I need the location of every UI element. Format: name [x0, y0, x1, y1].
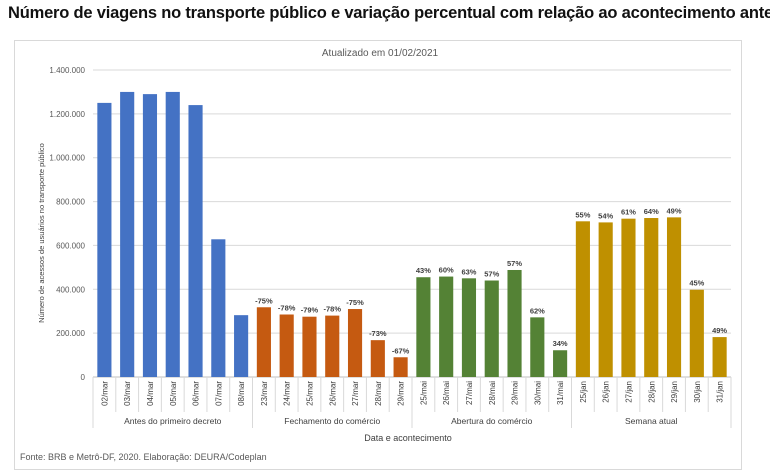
- x-tick-label: 04/mar: [146, 381, 155, 406]
- x-tick-label: 05/mar: [169, 381, 178, 406]
- data-label: 49%: [667, 206, 682, 215]
- bar: [211, 239, 226, 377]
- bar: [279, 314, 294, 377]
- data-label: -73%: [369, 329, 387, 338]
- data-label: 62%: [530, 306, 545, 315]
- bar: [575, 221, 590, 377]
- bar: [689, 289, 704, 377]
- bar: [165, 91, 180, 377]
- y-tick-label: 1.200.000: [49, 110, 85, 119]
- x-tick-label: 07/mar: [214, 381, 223, 406]
- bar: [507, 269, 522, 377]
- data-label: 54%: [598, 211, 613, 220]
- page-title: Número de viagens no transporte público …: [8, 4, 770, 22]
- bar: [666, 217, 682, 377]
- chart-subtitle: Atualizado em 01/02/2021: [322, 48, 439, 59]
- bar: [416, 277, 431, 377]
- bar: [120, 91, 135, 377]
- bar: [256, 307, 271, 377]
- group-label: Fechamento do comércio: [284, 416, 380, 426]
- bar: [621, 218, 636, 377]
- bar: [644, 218, 659, 377]
- x-tick-label: 03/mar: [123, 381, 132, 406]
- data-label: 55%: [575, 210, 590, 219]
- x-tick-label: 31/jan: [716, 381, 725, 403]
- data-label: -79%: [301, 306, 319, 315]
- bar: [234, 315, 249, 377]
- x-tick-label: 02/mar: [100, 381, 109, 406]
- x-tick-label: 31/mai: [556, 381, 565, 405]
- x-tick-label: 27/mar: [351, 381, 360, 406]
- data-label: 60%: [439, 266, 454, 275]
- bar: [302, 316, 317, 377]
- y-tick-label: 600.000: [56, 241, 85, 250]
- x-tick-label: 30/mai: [533, 381, 542, 405]
- data-label: 63%: [461, 267, 476, 276]
- bar: [461, 278, 477, 377]
- data-label: 64%: [644, 207, 659, 216]
- data-label: -78%: [278, 304, 296, 313]
- bar: [142, 94, 158, 377]
- source-note: Fonte: BRB e Metrô-DF, 2020. Elaboração:…: [20, 452, 267, 462]
- data-label: 57%: [484, 270, 499, 279]
- x-tick-label: 27/mai: [465, 381, 474, 405]
- y-tick-label: 200.000: [56, 329, 85, 338]
- bar: [530, 317, 545, 377]
- bar: [393, 357, 408, 377]
- y-tick-label: 400.000: [56, 285, 85, 294]
- x-tick-label: 06/mar: [192, 381, 201, 406]
- y-tick-label: 800.000: [56, 198, 85, 207]
- x-axis-label: Data e acontecimento: [364, 433, 452, 443]
- y-axis-label: Número de acessos de usuários no transpo…: [37, 143, 46, 323]
- group-label: Antes do primeiro decreto: [124, 416, 222, 426]
- data-label: -78%: [323, 305, 341, 314]
- bar: [370, 340, 385, 377]
- bar: [484, 280, 499, 377]
- data-label: 49%: [712, 326, 727, 335]
- bar: [712, 337, 727, 377]
- x-tick-label: 30/jan: [693, 381, 702, 403]
- x-tick-label: 29/jan: [670, 381, 679, 403]
- x-tick-label: 08/mar: [237, 381, 246, 406]
- bar: [325, 315, 340, 377]
- x-tick-label: 27/jan: [624, 381, 633, 403]
- data-label: -67%: [392, 346, 410, 355]
- data-label: -75%: [346, 298, 364, 307]
- group-label: Semana atual: [625, 416, 678, 426]
- x-tick-label: 25/jan: [579, 381, 588, 403]
- data-label: 34%: [553, 339, 568, 348]
- bar: [97, 102, 112, 378]
- x-tick-label: 25/mai: [419, 381, 428, 405]
- y-tick-label: 1.400.000: [49, 66, 85, 75]
- bar: [553, 350, 568, 377]
- x-tick-label: 24/mar: [283, 381, 292, 406]
- chart-panel: [14, 40, 742, 470]
- x-tick-label: 23/mar: [260, 381, 269, 406]
- x-tick-label: 26/mar: [328, 381, 337, 406]
- x-tick-label: 25/mar: [305, 381, 314, 406]
- bar: [439, 276, 454, 377]
- group-label: Abertura do comércio: [451, 416, 533, 426]
- data-label: 45%: [689, 279, 704, 288]
- x-tick-label: 26/jan: [602, 381, 611, 403]
- y-tick-label: 1.000.000: [49, 154, 85, 163]
- x-tick-label: 26/mai: [442, 381, 451, 405]
- data-label: -75%: [255, 296, 273, 305]
- data-label: 61%: [621, 208, 636, 217]
- y-tick-label: 0: [81, 373, 86, 382]
- x-tick-label: 29/mai: [511, 381, 520, 405]
- data-label: 43%: [416, 266, 431, 275]
- bar: [188, 105, 203, 377]
- x-tick-label: 28/mar: [374, 381, 383, 406]
- bar: [598, 222, 613, 377]
- x-tick-label: 29/mar: [397, 381, 406, 406]
- x-tick-label: 28/mai: [488, 381, 497, 405]
- bar: [347, 309, 363, 377]
- data-label: 57%: [507, 259, 522, 268]
- x-tick-label: 28/jan: [647, 381, 656, 403]
